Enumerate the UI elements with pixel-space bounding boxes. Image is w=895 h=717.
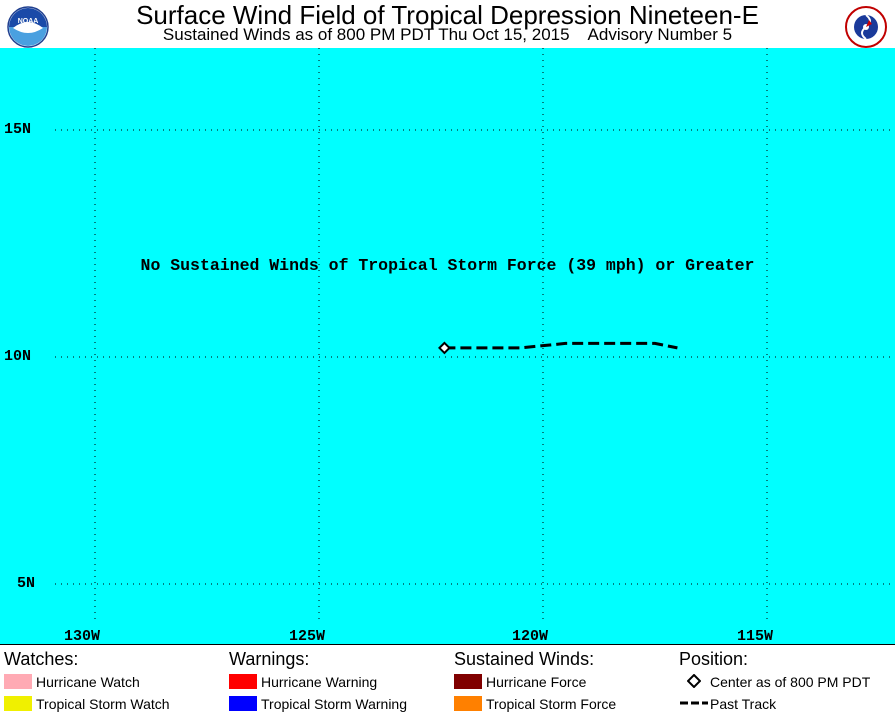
- legend-heading-winds: Sustained Winds:: [454, 649, 595, 669]
- no-winds-notice: No Sustained Winds of Tropical Storm For…: [140, 256, 755, 275]
- legend-warnings: Warnings: Hurricane Warning Tropical Sto…: [229, 649, 407, 713]
- lat-label-10n: 10N: [4, 348, 32, 365]
- legend-heading-watches: Watches:: [4, 649, 79, 669]
- header: Surface Wind Field of Tropical Depressio…: [0, 0, 895, 48]
- legend: Watches: Hurricane Watch Tropical Storm …: [0, 644, 895, 717]
- nws-logo-icon: [845, 6, 887, 48]
- map-title: Surface Wind Field of Tropical Depressio…: [136, 0, 759, 30]
- legend-item: Tropical Storm Force: [454, 691, 616, 713]
- lon-label-130w: 130W: [64, 628, 101, 645]
- hurricane-warning-swatch: [229, 674, 257, 689]
- lon-label-115w: 115W: [737, 628, 774, 645]
- legend-item: Hurricane Force: [454, 669, 594, 691]
- legend-label: Hurricane Force: [486, 674, 587, 690]
- storm-center: [438, 341, 451, 355]
- legend-label: Hurricane Watch: [36, 674, 140, 690]
- legend-label: Tropical Storm Warning: [261, 696, 408, 712]
- legend-item: Center as of 800 PM PDT: [679, 669, 870, 691]
- diamond-icon: [687, 674, 701, 688]
- past-track: [444, 341, 678, 350]
- legend-item: Past Track: [679, 691, 776, 713]
- dashed-line-icon: [680, 701, 708, 705]
- legend-winds: Sustained Winds: Hurricane Force Tropica…: [454, 649, 616, 713]
- lat-label-15n: 15N: [4, 121, 32, 138]
- lat-lon-grid: [55, 48, 895, 623]
- legend-label: Past Track: [710, 696, 777, 712]
- legend-label: Tropical Storm Force: [486, 696, 617, 712]
- map-area: 15N 10N 5N 130W 125W 120W 115W No Sustai…: [0, 48, 895, 645]
- noaa-logo-text: NOAA: [18, 18, 39, 25]
- legend-item: Hurricane Warning: [229, 669, 377, 691]
- hurricane-watch-swatch: [4, 674, 32, 689]
- legend-label: Tropical Storm Watch: [36, 696, 170, 712]
- legend-heading-position: Position:: [679, 649, 749, 669]
- legend-label: Hurricane Warning: [261, 674, 378, 690]
- lat-label-5n: 5N: [17, 575, 36, 592]
- legend-item: Tropical Storm Warning: [229, 691, 407, 713]
- legend-heading-warnings: Warnings:: [229, 649, 310, 669]
- storm-center-diamond: [438, 341, 451, 355]
- legend-item: Tropical Storm Watch: [4, 691, 170, 713]
- map-subtitle: Sustained Winds as of 800 PM PDT Thu Oct…: [162, 25, 733, 44]
- legend-label: Center as of 800 PM PDT: [710, 674, 871, 690]
- lon-label-120w: 120W: [512, 628, 549, 645]
- legend-position: Position: Center as of 800 PM PDT Past T…: [679, 649, 870, 713]
- tropical-storm-watch-swatch: [4, 696, 32, 711]
- lon-label-125w: 125W: [289, 628, 326, 645]
- tropical-storm-warning-swatch: [229, 696, 257, 711]
- noaa-logo-icon: NOAA: [7, 6, 49, 48]
- map-canvas: [55, 48, 895, 623]
- legend-watches: Watches: Hurricane Watch Tropical Storm …: [4, 649, 170, 713]
- tropical-storm-force-swatch: [454, 696, 482, 711]
- past-track-line: [444, 341, 678, 350]
- legend-item: Hurricane Watch: [4, 669, 140, 691]
- hurricane-force-swatch: [454, 674, 482, 689]
